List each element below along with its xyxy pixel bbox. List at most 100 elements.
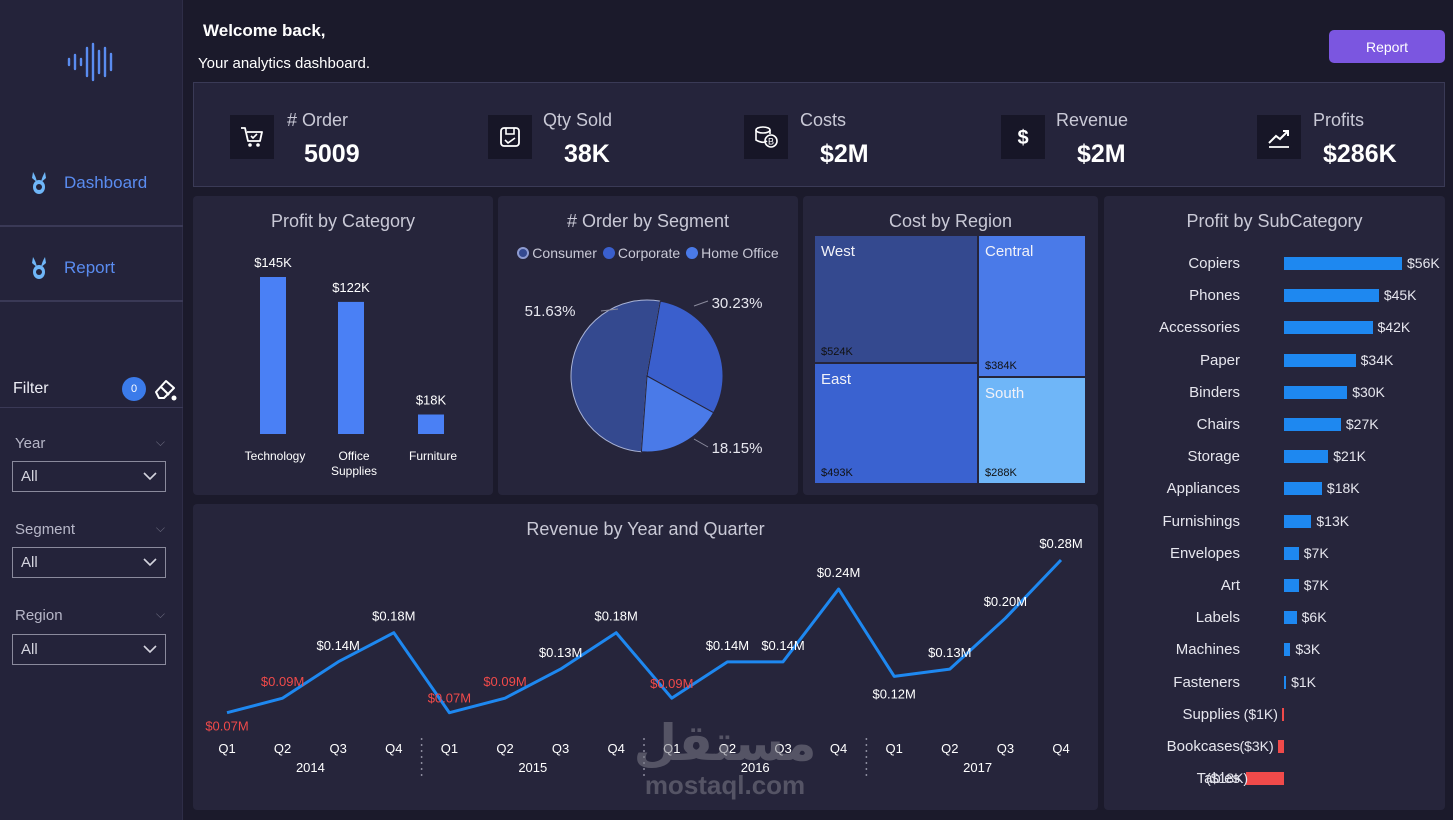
subcategory-label: Fasteners [1173, 673, 1240, 691]
legend-item-corporate[interactable]: Corporate [602, 245, 681, 261]
treemap-cell-south[interactable]: South $288K [979, 378, 1085, 483]
subcategory-row[interactable]: Supplies ($1K) [1104, 703, 1445, 725]
revenue-line-chart: $0.07M Q1 $0.09M Q2 $0.14M Q3 $0.18M Q4 $0.07M Q1… [205, 536, 1083, 780]
slicer-segment-dropdown[interactable]: All [12, 547, 166, 578]
subcategory-row[interactable]: Accessories $42K [1104, 316, 1445, 338]
subcategory-row[interactable]: Tables ($18K) [1104, 767, 1445, 789]
nav-report[interactable]: Report [0, 233, 183, 303]
subcategory-value-label: $7K [1303, 544, 1329, 561]
treemap-cell-central[interactable]: Central $384K [979, 236, 1085, 376]
subcategory-bar[interactable] [1284, 675, 1287, 689]
order-by-segment-card: # Order by Segment Consumer Corporate Ho… [498, 196, 798, 495]
subcategory-bar[interactable] [1284, 643, 1291, 657]
subcategory-bar[interactable] [1284, 418, 1341, 431]
category-bar[interactable] [418, 414, 444, 434]
coins-icon: B [744, 115, 788, 159]
pie-data-label: 30.23% [712, 295, 763, 312]
bar-data-label: $18K [416, 393, 447, 408]
line-data-label: $0.09M [650, 676, 693, 691]
category-bar[interactable] [338, 301, 364, 434]
subcategory-bar[interactable] [1277, 740, 1284, 753]
subcategory-label: Labels [1195, 609, 1240, 627]
kpi-costs-label: Costs [800, 110, 847, 130]
slicer-region-label: Region ⌵ [15, 607, 165, 624]
subcategory-row[interactable]: Art $7K [1104, 574, 1445, 596]
filter-title: Filter [13, 380, 49, 397]
subcategory-row[interactable]: Machines $3K [1104, 638, 1445, 660]
quarter-tick-label: Q1 [441, 741, 458, 756]
slicer-segment-value: All [21, 554, 38, 571]
slicer-year-dropdown[interactable]: All [12, 461, 166, 492]
subcategory-row[interactable]: Labels $6K [1104, 606, 1445, 628]
svg-text:$: $ [1017, 127, 1028, 149]
subcategory-label: Chairs [1196, 416, 1240, 433]
subcategory-bar[interactable] [1284, 514, 1312, 528]
chevron-down-icon [143, 558, 157, 567]
quarter-tick-label: Q2 [719, 741, 736, 756]
subcategory-row[interactable]: Bookcases ($3K) [1104, 735, 1445, 757]
subcategory-row[interactable]: Phones $45K [1104, 284, 1445, 306]
legend-item-consumer[interactable]: Consumer [517, 245, 597, 261]
kpi-profits-value: $286K [1323, 140, 1397, 168]
subcategory-row[interactable]: Binders $30K [1104, 381, 1445, 403]
slicer-year-label: Year ⌵ [15, 435, 165, 452]
subcategory-bar[interactable] [1284, 450, 1329, 464]
chevron-down-icon[interactable]: ⌵ [155, 435, 165, 449]
subcategory-bar[interactable] [1284, 257, 1402, 270]
legend-label: Corporate [617, 245, 681, 261]
subcategory-row[interactable]: Storage $21K [1104, 445, 1445, 467]
subcategory-bar[interactable] [1284, 289, 1379, 303]
subcategory-row[interactable]: Paper $34K [1104, 349, 1445, 371]
subcategory-row[interactable]: Chairs $27K [1104, 413, 1445, 435]
subcategory-value-label: $13K [1316, 512, 1350, 529]
pie-slice[interactable] [570, 299, 661, 453]
slicer-region-value: All [21, 641, 38, 658]
box-icon [488, 115, 532, 159]
subcategory-row[interactable]: Copiers $56K [1104, 252, 1445, 274]
subcategory-label: Supplies [1182, 705, 1240, 723]
subcategory-bar[interactable] [1246, 772, 1284, 786]
subcategory-bar[interactable] [1281, 707, 1284, 721]
pie-leader-line [693, 300, 709, 307]
legend-swatch [602, 247, 615, 259]
sidebar: Dashboard Report Filter 0 Year ⌵ All Segm… [0, 0, 183, 820]
treemap-label: South [985, 385, 1025, 402]
quarter-tick-label: Q2 [274, 741, 291, 756]
subcategory-value-label: $27K [1345, 416, 1379, 432]
slicer-year-value: All [21, 468, 38, 485]
subcategory-label: Machines [1175, 641, 1240, 659]
subcategory-row[interactable]: Fasteners $1K [1104, 671, 1445, 693]
subcategory-bar[interactable] [1284, 579, 1299, 592]
slicer-region-dropdown[interactable]: All [12, 634, 166, 665]
chevron-down-icon[interactable]: ⌵ [155, 607, 165, 621]
subcategory-bar[interactable] [1284, 546, 1299, 560]
subcategory-bar[interactable] [1284, 482, 1322, 496]
subcategory-value-label: ($18K) [1206, 770, 1249, 787]
category-bar[interactable] [260, 277, 286, 434]
chart-title: Profit by Category [270, 211, 416, 231]
pie-slice[interactable] [640, 375, 715, 453]
subcategory-bar[interactable] [1284, 385, 1348, 399]
subcategory-bar[interactable] [1284, 353, 1356, 367]
kpi-qty-label: Qty Sold [543, 110, 613, 130]
subcategory-row[interactable]: Envelopes $7K [1104, 542, 1445, 564]
treemap-cell-east[interactable]: East $493K [815, 364, 977, 483]
year-tick-label: 2017 [963, 760, 992, 775]
pie-slice[interactable] [646, 300, 724, 414]
chevron-down-icon [143, 645, 157, 654]
eraser-icon[interactable] [152, 376, 178, 402]
subcategory-row[interactable]: Appliances $18K [1104, 477, 1445, 499]
subcategory-row[interactable]: Furnishings $13K [1104, 510, 1445, 532]
revenue-series-line[interactable] [226, 558, 1063, 715]
chevron-down-icon[interactable]: ⌵ [155, 521, 165, 535]
quarter-tick-label: Q2 [941, 741, 958, 756]
treemap-cell-west[interactable]: West $524K [815, 236, 977, 362]
subcategory-value-label: $18K [1326, 480, 1360, 497]
subcategory-bar[interactable] [1284, 611, 1297, 625]
revenue-by-quarter-card: Revenue by Year and Quarter $0.07M Q1 $0.0… [193, 504, 1098, 810]
report-button[interactable]: Report [1329, 30, 1445, 63]
subcategory-bar[interactable] [1284, 321, 1373, 335]
quarter-tick-label: Q4 [1052, 741, 1069, 756]
legend-item-home-office[interactable]: Home Office [686, 245, 779, 261]
nav-dashboard[interactable]: Dashboard [0, 148, 183, 218]
